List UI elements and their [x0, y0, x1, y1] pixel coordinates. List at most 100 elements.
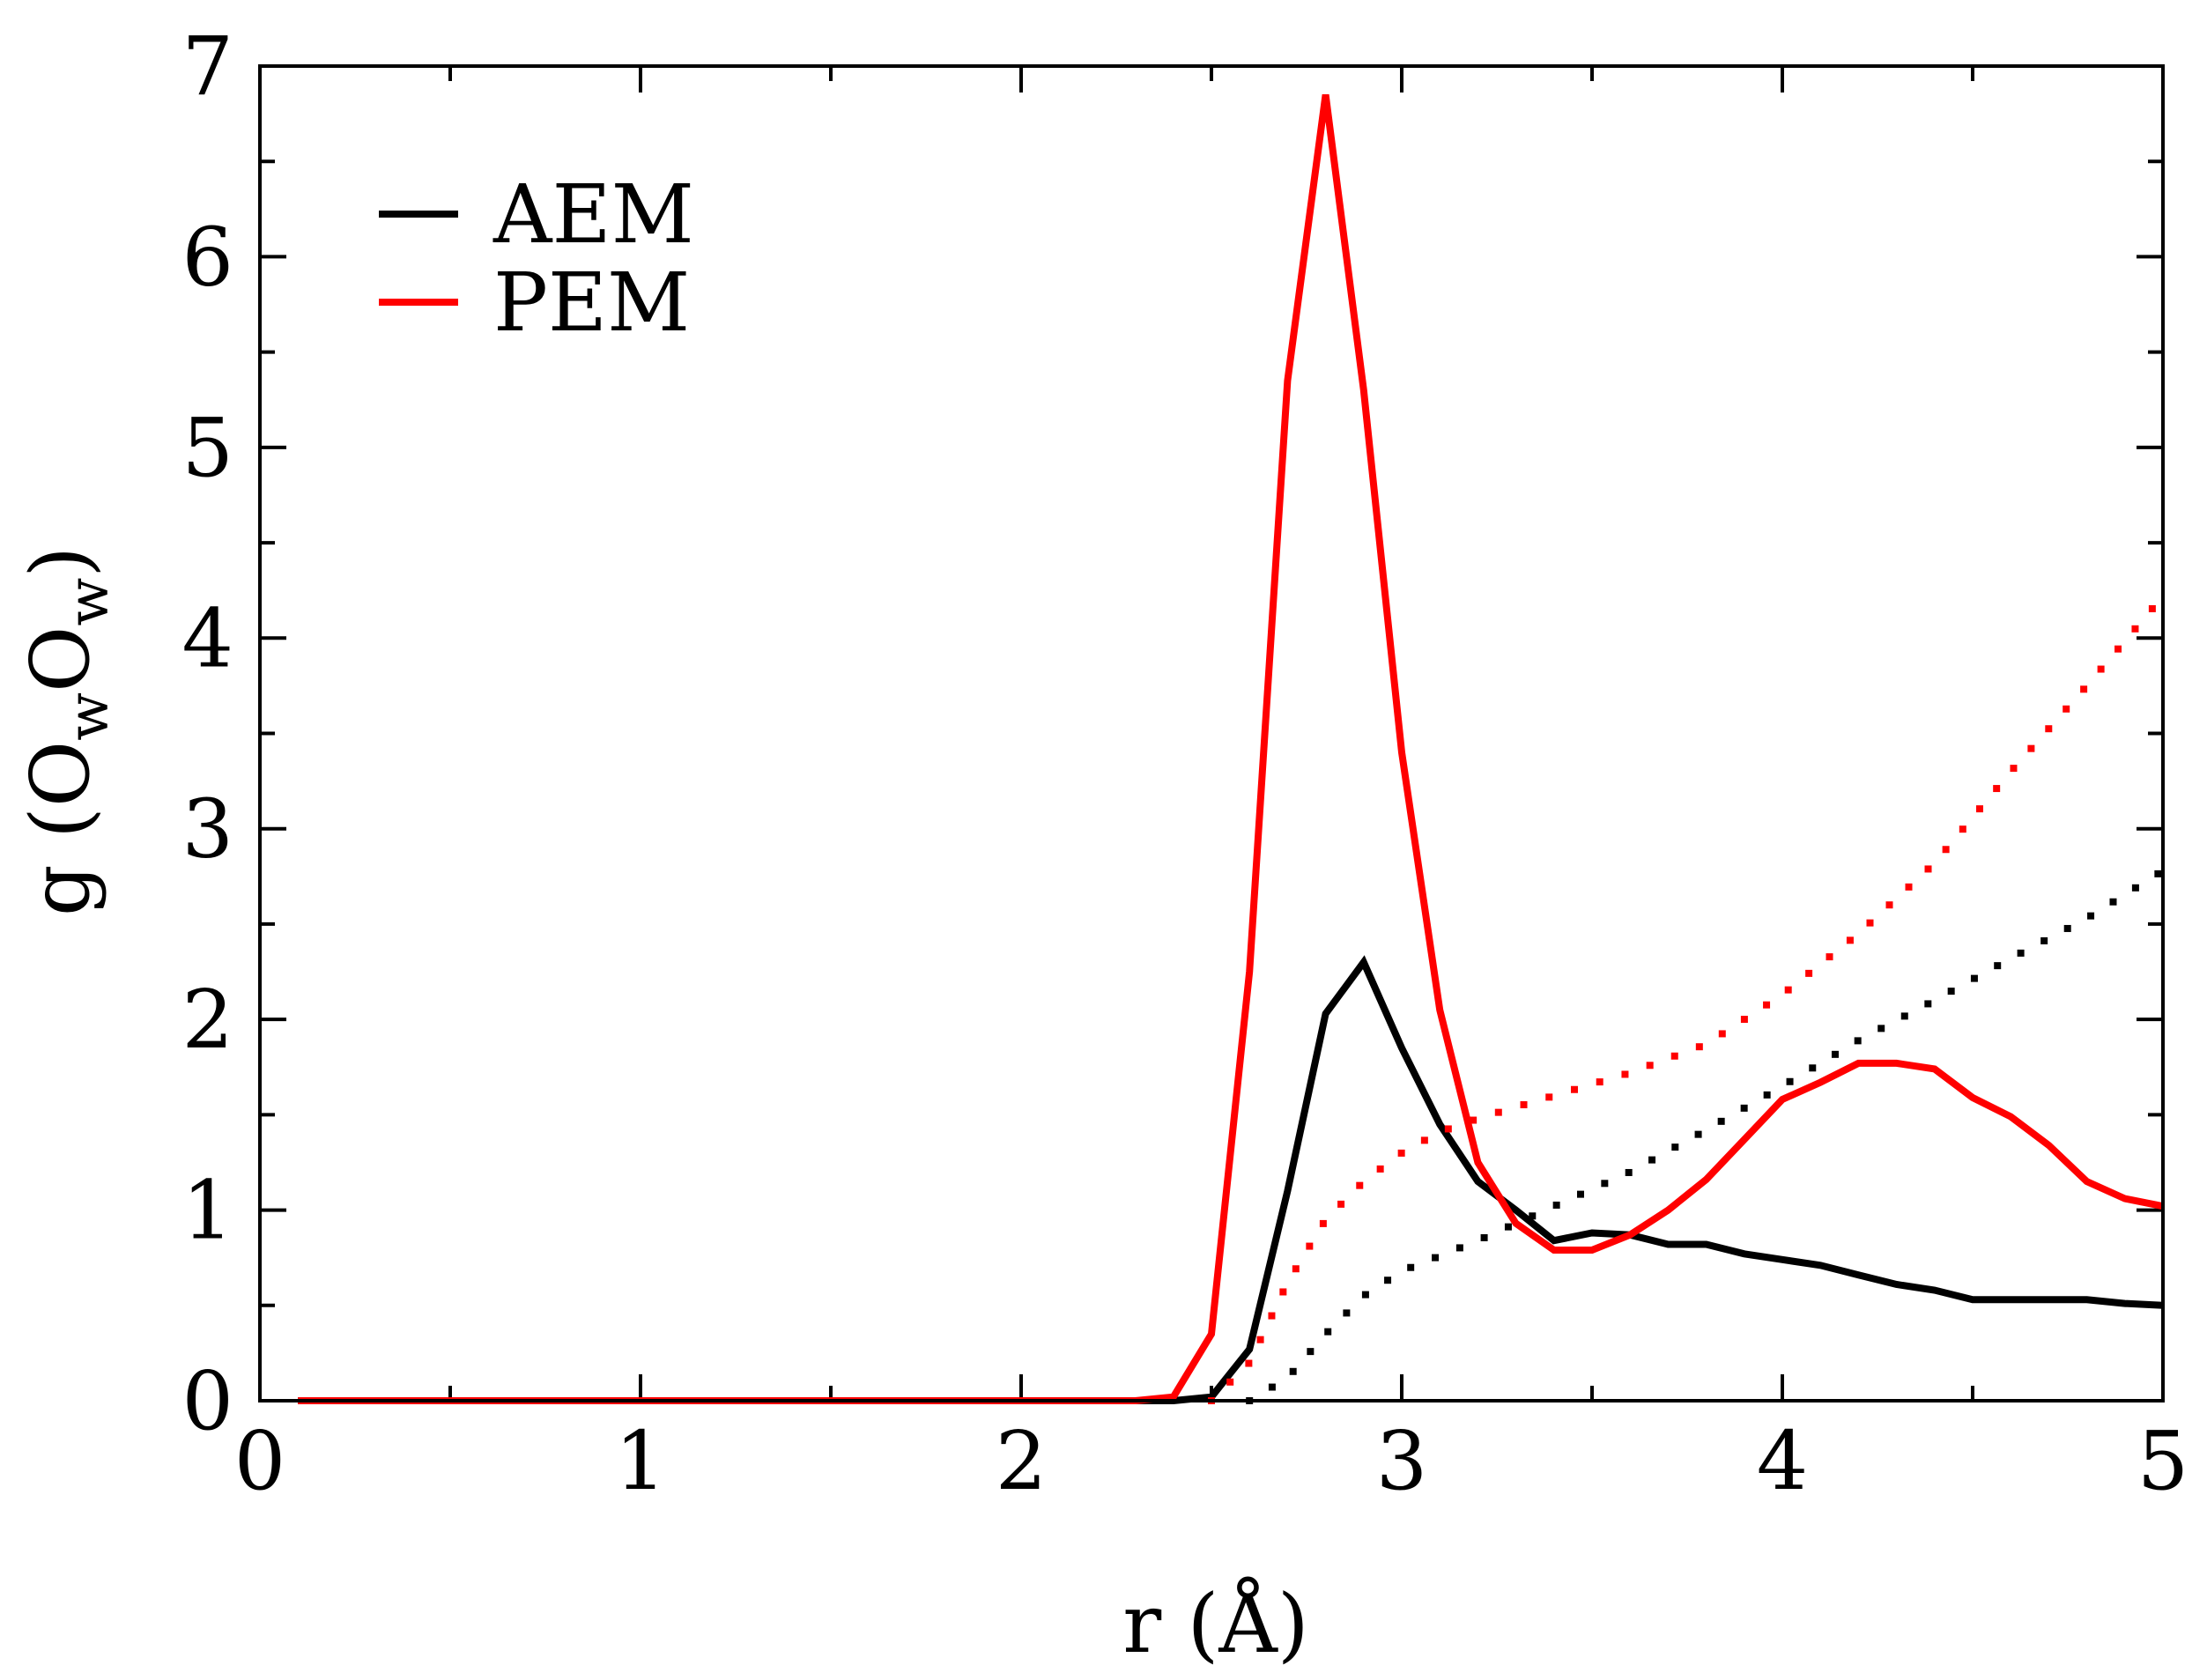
data-point [2063, 705, 2070, 713]
data-point [1552, 1201, 1560, 1209]
data-point [2109, 898, 2117, 906]
data-point [1694, 1130, 1702, 1138]
data-point [1805, 969, 1813, 977]
data-point [1621, 1070, 1629, 1078]
data-point [1809, 1064, 1817, 1072]
data-point [1520, 1101, 1528, 1109]
data-point [1924, 865, 1932, 873]
y-tick-label: 6 [181, 210, 233, 304]
data-point [1504, 1223, 1512, 1231]
data-point [1376, 1165, 1384, 1173]
y-axis-title-sub1: w [56, 692, 122, 741]
data-point [1905, 883, 1913, 891]
data-point [1256, 1336, 1264, 1343]
data-point [1671, 1143, 1679, 1151]
data-point [1854, 1037, 1862, 1045]
data-point [1361, 1291, 1369, 1299]
series-pem-dotted [1208, 604, 2156, 1404]
y-tick-label: 0 [181, 1354, 233, 1448]
data-point [1397, 1149, 1405, 1157]
data-point [1826, 953, 1833, 961]
data-point [1786, 1077, 1794, 1085]
data-point [1866, 919, 1874, 927]
data-point [1601, 1180, 1609, 1188]
data-point [1306, 1242, 1314, 1250]
y-axis-title: g (OwOw) [13, 546, 122, 916]
data-point [1455, 1244, 1463, 1252]
data-point [1470, 1116, 1478, 1124]
x-tick-label: 5 [2137, 1414, 2189, 1508]
data-point [1670, 1052, 1678, 1060]
y-tick-labels: 0 1 2 3 4 5 6 7 [181, 19, 233, 1448]
y-tick-label: 5 [181, 401, 233, 495]
data-point [1885, 901, 1893, 909]
data-point [1319, 1219, 1327, 1227]
data-point [1324, 1328, 1332, 1336]
data-point [1994, 962, 2002, 970]
data-point [1356, 1181, 1364, 1189]
data-point [2027, 744, 2035, 752]
y-tick-label: 1 [181, 1164, 233, 1258]
data-point [1763, 1001, 1771, 1009]
y-tick-label: 4 [181, 591, 233, 685]
data-point [2131, 625, 2139, 633]
data-point [1695, 1043, 1703, 1051]
data-point [1289, 1367, 1297, 1375]
plot-frame [258, 64, 2165, 1402]
data-point [1970, 974, 1978, 982]
data-point [1432, 1254, 1440, 1262]
data-point [1942, 846, 1950, 854]
y-axis-title-suffix: ) [13, 546, 107, 578]
data-point [2063, 924, 2071, 932]
data-point [1494, 1108, 1502, 1116]
data-point [1646, 1062, 1654, 1069]
data-point [1975, 805, 1983, 813]
data-point [1648, 1156, 1656, 1164]
data-point [1993, 785, 2001, 793]
data-point [1740, 1104, 1748, 1112]
data-point [2087, 912, 2095, 920]
legend-label-pem: PEM [493, 255, 690, 350]
data-point [1570, 1085, 1578, 1093]
x-tick-labels: 0 1 2 3 4 5 [234, 1414, 2189, 1508]
data-point [1268, 1383, 1276, 1391]
data-point [1625, 1168, 1633, 1176]
y-axis-title-sub2: w [56, 578, 122, 626]
x-tick-label: 2 [996, 1414, 1048, 1508]
x-tick-label: 3 [1376, 1414, 1428, 1508]
data-point [1763, 1091, 1771, 1099]
data-point [2097, 665, 2105, 673]
x-tick-label: 4 [1757, 1414, 1809, 1508]
data-point [1480, 1233, 1488, 1241]
data-point [2131, 884, 2139, 892]
y-tick-label: 7 [181, 19, 233, 114]
legend-label-aem: AEM [493, 167, 694, 262]
data-point [1420, 1136, 1428, 1144]
data-point [2080, 685, 2088, 693]
x-tick-label: 0 [234, 1414, 286, 1508]
data-point [1444, 1125, 1452, 1133]
data-point [2114, 645, 2122, 653]
data-point [1959, 825, 1966, 833]
data-point [1784, 986, 1792, 994]
data-point [1718, 1030, 1726, 1038]
data-point [1900, 1012, 1908, 1020]
data-point [1529, 1212, 1537, 1220]
y-axis-title-mid: O [13, 626, 107, 692]
data-point [1268, 1312, 1276, 1320]
data-point [2040, 936, 2048, 944]
data-point [1846, 936, 1854, 944]
data-point [2045, 725, 2053, 733]
series-aem-dotted [1246, 870, 2162, 1404]
data-point [1384, 1277, 1392, 1284]
data-point [1407, 1263, 1415, 1271]
data-point [1877, 1025, 1885, 1032]
data-point [1831, 1050, 1839, 1058]
data-point [1740, 1016, 1748, 1024]
data-point [1337, 1200, 1345, 1208]
y-axis-title-prefix: g (O [13, 741, 107, 916]
data-point [1924, 1000, 1932, 1008]
data-point [2017, 949, 2025, 957]
data-point [1307, 1348, 1315, 1356]
